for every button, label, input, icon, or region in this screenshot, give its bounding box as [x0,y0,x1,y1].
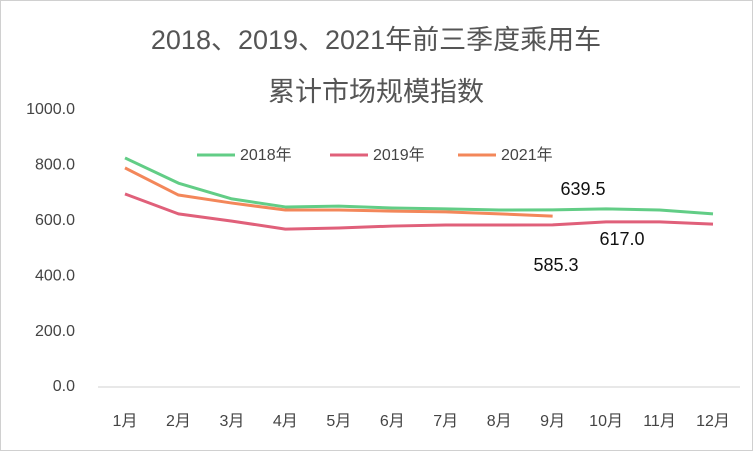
y-tick-label: 0.0 [53,378,75,395]
legend-label: 2018年 [240,146,292,164]
x-tick-label: 12月 [696,413,730,430]
y-tick-label: 200.0 [35,323,75,340]
y-tick-label: 400.0 [35,267,75,284]
x-tick-label: 8月 [487,413,512,430]
data-label: 639.5 [560,179,605,199]
x-tick-label: 1月 [113,413,138,430]
x-tick-label: 3月 [219,413,244,430]
y-tick-label: 800.0 [35,157,75,174]
chart-subtitle: 累计市场规模指数 [268,77,484,107]
x-tick-label: 10月 [589,413,623,430]
y-tick-label: 600.0 [35,212,75,229]
chart-title: 2018、2019、2021年前三季度乘用车 [151,25,601,55]
legend-label: 2019年 [373,146,425,164]
series-line [124,156,714,216]
x-tick-label: 6月 [380,413,405,430]
x-tick-label: 2月 [166,413,191,430]
legend-label: 2021年 [501,146,553,164]
x-tick-label: 9月 [540,413,565,430]
x-tick-label: 11月 [643,413,676,430]
x-tick-label: 4月 [273,413,298,430]
x-tick-label: 5月 [326,413,351,430]
series-line [124,166,553,218]
y-tick-label: 1000.0 [26,101,75,118]
data-label: 617.0 [599,229,644,249]
series-line [124,192,714,231]
x-tick-label: 7月 [433,413,458,430]
data-label: 585.3 [533,255,578,275]
